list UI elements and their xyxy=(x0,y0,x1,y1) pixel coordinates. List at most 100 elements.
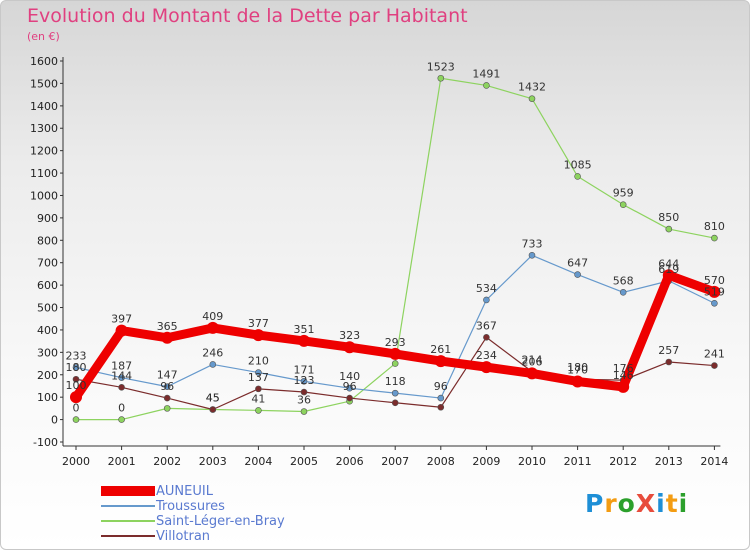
data-point xyxy=(437,74,445,82)
data-point xyxy=(163,405,171,412)
data-point xyxy=(118,384,125,391)
x-tick-label: 2011 xyxy=(564,455,592,468)
data-label: 570 xyxy=(704,274,725,287)
data-point xyxy=(483,334,490,341)
x-tick-label: 2006 xyxy=(336,455,364,468)
data-point xyxy=(389,347,402,360)
line-chart: -100010020030040050060070080090010001100… xyxy=(30,55,728,468)
x-tick-label: 2010 xyxy=(518,455,546,468)
data-label: 100 xyxy=(66,379,87,392)
x-tick-label: 2014 xyxy=(700,455,728,468)
legend-label: Saint-Léger-en-Bray xyxy=(156,514,285,529)
data-point xyxy=(391,399,399,407)
data-point xyxy=(665,358,673,366)
legend-label: Troussures xyxy=(156,499,225,514)
data-label: 377 xyxy=(248,317,269,330)
data-label: 409 xyxy=(202,310,223,323)
data-point xyxy=(72,416,80,423)
x-tick-label: 2009 xyxy=(472,455,500,468)
data-point xyxy=(115,324,128,337)
logo-letter: X xyxy=(635,489,657,518)
x-tick-label: 2008 xyxy=(427,455,455,468)
y-tick-label: 1300 xyxy=(30,122,58,135)
data-label: 96 xyxy=(434,380,448,393)
data-point xyxy=(528,95,536,102)
data-label: 397 xyxy=(111,313,132,326)
x-tick-label: 2004 xyxy=(244,455,272,468)
legend-swatch xyxy=(101,535,155,537)
y-tick-label: 1600 xyxy=(30,55,58,68)
data-label: 234 xyxy=(476,349,497,362)
data-label: 118 xyxy=(385,375,406,388)
data-label: 959 xyxy=(613,187,634,200)
y-tick-label: 500 xyxy=(37,302,58,315)
y-tick-label: 900 xyxy=(37,212,58,225)
data-label: 171 xyxy=(294,363,315,376)
data-point xyxy=(483,296,490,304)
logo-letter: i xyxy=(678,489,689,518)
data-label: 850 xyxy=(658,211,679,224)
data-label: 647 xyxy=(567,257,588,270)
x-tick-label: 2000 xyxy=(62,455,90,468)
legend-label: AUNEUIL xyxy=(156,484,213,499)
data-point xyxy=(711,234,718,242)
data-label: 241 xyxy=(704,348,725,361)
data-point xyxy=(206,321,219,334)
logo-letter: P xyxy=(585,489,605,518)
legend-swatch xyxy=(101,520,155,522)
data-point xyxy=(619,201,627,208)
data-point xyxy=(437,394,445,402)
data-point xyxy=(437,403,445,411)
data-point xyxy=(255,369,262,376)
data-point xyxy=(711,362,718,369)
data-point xyxy=(665,225,673,233)
chart-subtitle: (en €) xyxy=(27,30,60,43)
y-tick-label: 1100 xyxy=(30,167,58,180)
data-point xyxy=(480,361,493,374)
data-label: 323 xyxy=(339,329,360,342)
logo-letter: r xyxy=(604,489,618,518)
data-label: 534 xyxy=(476,282,497,295)
y-tick-label: -100 xyxy=(33,436,58,449)
x-tick-label: 2005 xyxy=(290,455,318,468)
x-tick-label: 2003 xyxy=(199,455,227,468)
data-point xyxy=(617,380,630,393)
data-point xyxy=(72,364,80,371)
data-label: 367 xyxy=(476,319,497,332)
data-label: 233 xyxy=(66,349,87,362)
x-tick-label: 2001 xyxy=(108,455,136,468)
y-tick-label: 1000 xyxy=(30,189,58,202)
data-point xyxy=(209,406,217,413)
data-point xyxy=(711,299,718,307)
data-label: 144 xyxy=(111,369,132,382)
logo-letter: o xyxy=(617,489,636,518)
data-label: 170 xyxy=(567,363,588,376)
chart-title: Evolution du Montant de la Dette par Hab… xyxy=(27,5,468,27)
data-label: 568 xyxy=(613,274,634,287)
data-point xyxy=(163,383,171,390)
data-label: 1523 xyxy=(427,60,455,73)
y-tick-label: 1400 xyxy=(30,100,58,113)
data-label: 619 xyxy=(658,263,679,276)
logo-letter: i xyxy=(656,489,666,518)
y-tick-label: 1500 xyxy=(30,77,58,90)
data-point xyxy=(391,389,399,397)
logo-letter: t xyxy=(665,489,679,518)
data-label: 96 xyxy=(343,380,357,393)
data-point xyxy=(118,416,125,423)
y-tick-label: 100 xyxy=(37,391,58,404)
data-label: 140 xyxy=(339,370,360,383)
y-tick-label: 700 xyxy=(37,257,58,270)
data-label: 246 xyxy=(202,346,223,359)
data-point xyxy=(255,385,262,393)
data-label: 36 xyxy=(297,394,311,407)
data-point xyxy=(571,375,584,388)
data-label: 1432 xyxy=(518,81,546,94)
proxiti-logo: ProXiti xyxy=(585,489,688,518)
data-label: 45 xyxy=(206,392,220,405)
data-point xyxy=(252,329,265,342)
y-tick-label: 200 xyxy=(37,369,58,382)
y-tick-label: 1200 xyxy=(30,145,58,158)
data-label: 206 xyxy=(522,355,543,368)
